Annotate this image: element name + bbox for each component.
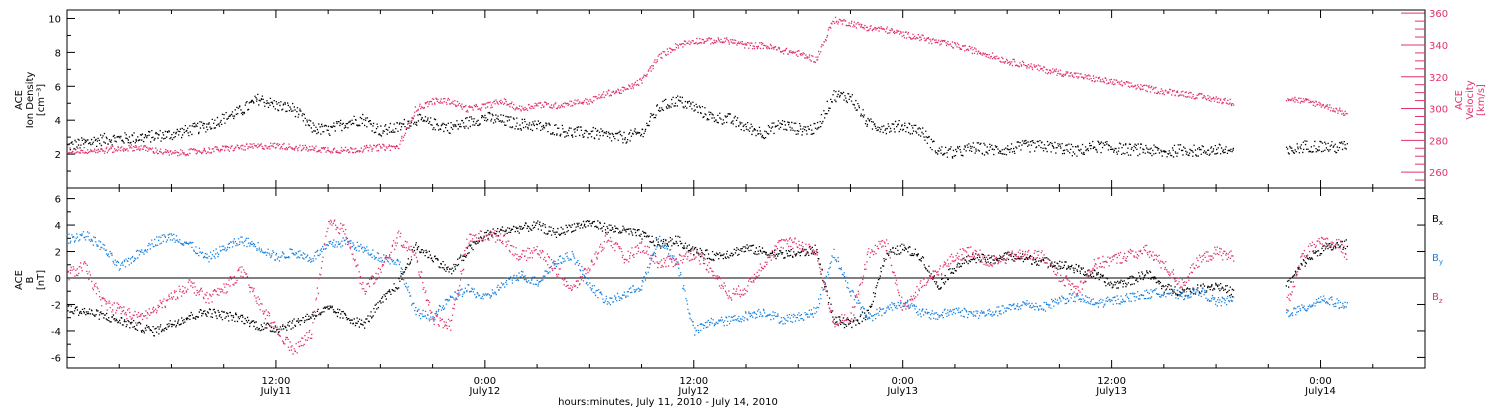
b-tick-label: 2 (55, 248, 61, 259)
legend-By: By (1432, 253, 1443, 266)
series-by-points (66, 231, 1349, 336)
left-tick-label: 2 (55, 150, 61, 161)
series-bz-points (67, 219, 1348, 355)
x-tick-day: July11 (260, 386, 292, 397)
x-tick-day: July13 (1095, 386, 1127, 397)
b-tick-label: -6 (51, 353, 61, 364)
left-axis-label: ACEIon Density[cm⁻³] (14, 72, 47, 129)
ion-density-series-points (66, 90, 1348, 159)
x-tick-day: July12 (468, 386, 500, 397)
left-tick-label: 10 (48, 14, 61, 25)
b-axis-label: ACEB[nT] (14, 270, 47, 290)
left-axis-label-line: Ion Density (25, 72, 36, 129)
x-axis-title: hours:minutes, July 11, 2010 - July 14, … (558, 397, 778, 408)
left-axis-label-line: ACE (14, 90, 25, 110)
b-axis-label-line: B (25, 276, 36, 283)
ion-density-series (66, 90, 1348, 159)
left-tick-label: 8 (55, 48, 61, 59)
b-axis-label-line: ACE (14, 270, 25, 290)
left-tick-label: 4 (55, 116, 61, 127)
right-axis-label-line: [km/s] (1476, 84, 1487, 116)
right-tick-label: 360 (1429, 9, 1448, 20)
x-tick-time: 12:00 (1097, 376, 1126, 387)
b-tick-label: 4 (55, 221, 61, 232)
series-bz (67, 219, 1348, 355)
b-axis-label-line: [nT] (36, 270, 47, 290)
velocity-series-points (66, 16, 1348, 157)
x-tick-time: 0:00 (891, 376, 913, 387)
x-tick-time: 12:00 (679, 376, 708, 387)
x-tick-day: July12 (677, 386, 709, 397)
x-tick-time: 0:00 (474, 376, 496, 387)
legend-label: B (1432, 214, 1439, 225)
legend-subscript: x (1439, 219, 1443, 227)
b-tick-label: 0 (55, 274, 61, 285)
legend-label: B (1432, 292, 1439, 303)
legend-subscript: y (1439, 258, 1443, 266)
velocity-series (66, 16, 1348, 157)
right-tick-label: 320 (1429, 73, 1448, 84)
series-by (66, 231, 1349, 336)
x-tick-time: 12:00 (262, 376, 291, 387)
right-axis-label-line: Velocity (1465, 80, 1476, 119)
right-axis-label: ACEVelocity[km/s] (1454, 80, 1487, 119)
b-tick-label: -2 (51, 300, 61, 311)
legend-subscript: z (1439, 297, 1443, 305)
b-tick-label: -4 (51, 327, 61, 338)
left-axis-label-line: [cm⁻³] (36, 84, 47, 116)
right-axis-label-line: ACE (1454, 90, 1465, 110)
x-tick-day: July14 (1304, 386, 1336, 397)
legend-Bz: Bz (1432, 292, 1443, 305)
left-tick-label: 6 (55, 82, 61, 93)
legend-label: B (1432, 253, 1439, 264)
right-tick-label: 300 (1429, 105, 1448, 116)
right-tick-label: 260 (1429, 168, 1448, 179)
time-axis: 12:00July110:00July1212:00July120:00July… (66, 10, 1426, 408)
legend-Bx: Bx (1432, 214, 1443, 227)
x-tick-day: July13 (886, 386, 918, 397)
b-tick-label: 6 (55, 195, 61, 206)
right-tick-label: 340 (1429, 41, 1448, 52)
right-tick-label: 280 (1429, 136, 1448, 147)
x-tick-time: 0:00 (1309, 376, 1331, 387)
